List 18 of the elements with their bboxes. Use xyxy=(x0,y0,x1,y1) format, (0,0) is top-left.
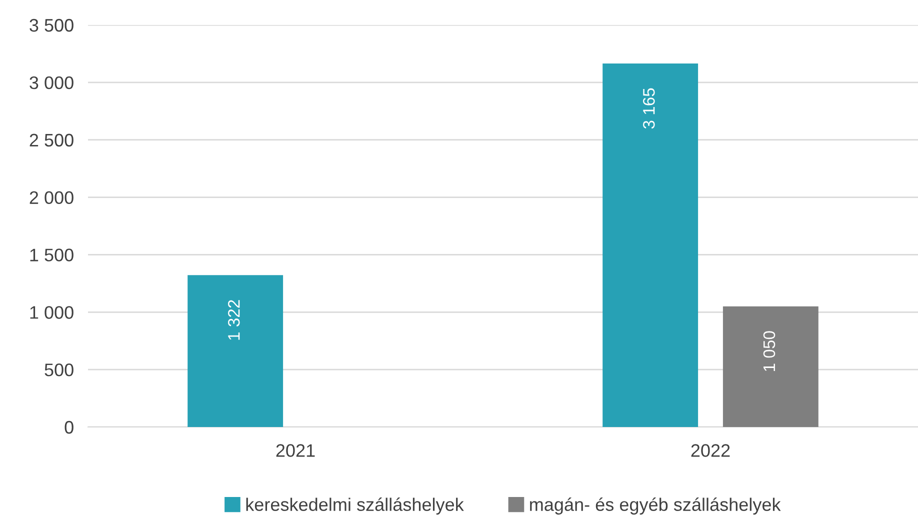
legend-label: magán- és egyéb szálláshelyek xyxy=(530,498,781,515)
y-tick-label: 1 500 xyxy=(30,248,74,262)
y-tick-label: 3 500 xyxy=(30,18,74,32)
y-tick-label: 2 000 xyxy=(30,191,74,204)
data-label: 1 050 xyxy=(763,331,776,371)
data-label: 1 322 xyxy=(228,300,240,340)
data-label: 3 165 xyxy=(642,88,655,129)
x-tick-label: 2022 xyxy=(691,444,730,457)
bar xyxy=(188,275,284,427)
y-tick-label: 2 500 xyxy=(30,134,74,147)
x-tick-label: 2021 xyxy=(276,444,315,457)
bar xyxy=(602,63,698,427)
y-tick-label: 500 xyxy=(44,364,74,376)
y-tick-label: 0 xyxy=(64,420,74,434)
y-tick-label: 1 000 xyxy=(30,306,74,319)
bar xyxy=(722,306,818,427)
legend-label: kereskedelmi szálláshelyek xyxy=(246,498,464,515)
y-tick-label: 3 000 xyxy=(30,76,74,90)
